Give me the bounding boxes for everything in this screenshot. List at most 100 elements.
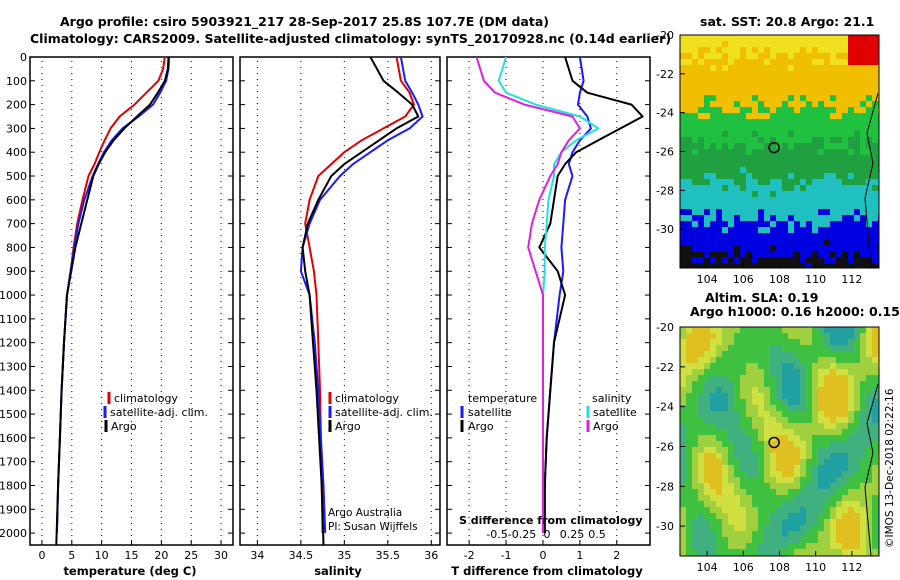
- map-cell: [746, 441, 752, 447]
- map-cell: [848, 71, 854, 77]
- map-cell: [824, 137, 830, 143]
- map-cell: [734, 501, 740, 507]
- map-cell: [776, 519, 782, 525]
- map-cell: [800, 47, 806, 53]
- map-cell: [752, 221, 758, 227]
- map-cell: [710, 113, 716, 119]
- map-cell: [794, 137, 800, 143]
- map-cell: [836, 257, 842, 263]
- map-cell: [692, 263, 698, 268]
- map-cell: [716, 47, 722, 53]
- map-cell: [782, 197, 788, 203]
- map-cell: [806, 345, 812, 351]
- map-cell: [860, 483, 866, 489]
- map-cell: [830, 113, 836, 119]
- map-cell: [758, 257, 764, 263]
- map-cell: [788, 203, 794, 209]
- map-cell: [866, 53, 872, 59]
- map-cell: [776, 77, 782, 83]
- map-cell: [776, 197, 782, 203]
- map-cell: [860, 447, 866, 453]
- map-cell: [752, 453, 758, 459]
- map-cell: [866, 417, 872, 423]
- map-cell: [788, 375, 794, 381]
- map-cell: [776, 203, 782, 209]
- map-cell: [836, 333, 842, 339]
- map-cell: [722, 411, 728, 417]
- map-cell: [704, 453, 710, 459]
- map-cell: [746, 173, 752, 179]
- map-cell: [770, 459, 776, 465]
- map-cell: [734, 363, 740, 369]
- map-cell: [806, 239, 812, 245]
- map-cell: [770, 363, 776, 369]
- map-cell: [752, 161, 758, 167]
- map-cell: [722, 167, 728, 173]
- map-cell: [854, 387, 860, 393]
- map-cell: [710, 59, 716, 65]
- map-cell: [764, 257, 770, 263]
- map-cell: [752, 519, 758, 525]
- map-cell: [806, 531, 812, 537]
- map-cell: [770, 131, 776, 137]
- map-cell: [740, 215, 746, 221]
- map-cell: [710, 423, 716, 429]
- map-cell: [752, 363, 758, 369]
- map-cell: [788, 239, 794, 245]
- map-cell: [812, 251, 818, 257]
- map-cell: [794, 441, 800, 447]
- argo-australia-note: Argo Australia: [328, 507, 402, 519]
- map-cell: [728, 507, 734, 513]
- map-cell: [794, 525, 800, 531]
- map-cell: [794, 423, 800, 429]
- map-cell: [692, 447, 698, 453]
- map-cell: [788, 519, 794, 525]
- map-cell: [710, 53, 716, 59]
- map-cell: [860, 477, 866, 483]
- map-cell: [734, 77, 740, 83]
- map-cell: [872, 143, 878, 149]
- map-cell: [686, 155, 692, 161]
- map-cell: [800, 477, 806, 483]
- map-cell: [824, 525, 830, 531]
- map-cell: [842, 375, 848, 381]
- map-cell: [818, 113, 824, 119]
- map-cell: [776, 495, 782, 501]
- map-cell: [794, 239, 800, 245]
- map-cell: [734, 215, 740, 221]
- map-cell: [836, 251, 842, 257]
- map-cell: [842, 345, 848, 351]
- map-cell: [734, 483, 740, 489]
- map-cell: [680, 251, 686, 257]
- depth-tick-label: 200: [6, 99, 27, 112]
- map-cell: [836, 423, 842, 429]
- map-cell: [770, 263, 776, 268]
- map-cell: [776, 339, 782, 345]
- map-cell: [722, 447, 728, 453]
- map-cell: [686, 131, 692, 137]
- difference-panel-frame: [446, 56, 651, 546]
- map-cell: [824, 495, 830, 501]
- map-cell: [734, 155, 740, 161]
- map-cell: [698, 125, 704, 131]
- map-cell: [872, 531, 878, 537]
- map-cell: [812, 137, 818, 143]
- map-cell: [710, 77, 716, 83]
- map-cell: [818, 83, 824, 89]
- map-cell: [698, 441, 704, 447]
- salinity-axis-label: salinity: [314, 564, 362, 578]
- map-cell: [758, 543, 764, 549]
- map-cell: [788, 327, 794, 333]
- map-cell: [824, 423, 830, 429]
- map-cell: [860, 549, 866, 555]
- map-cell: [794, 501, 800, 507]
- map-cell: [836, 339, 842, 345]
- map-cell: [824, 47, 830, 53]
- map-cell: [830, 89, 836, 95]
- map-cell: [866, 143, 872, 149]
- map-cell: [818, 65, 824, 71]
- map-cell: [818, 155, 824, 161]
- map-cell: [854, 239, 860, 245]
- map-cell: [770, 143, 776, 149]
- map-cell: [872, 471, 878, 477]
